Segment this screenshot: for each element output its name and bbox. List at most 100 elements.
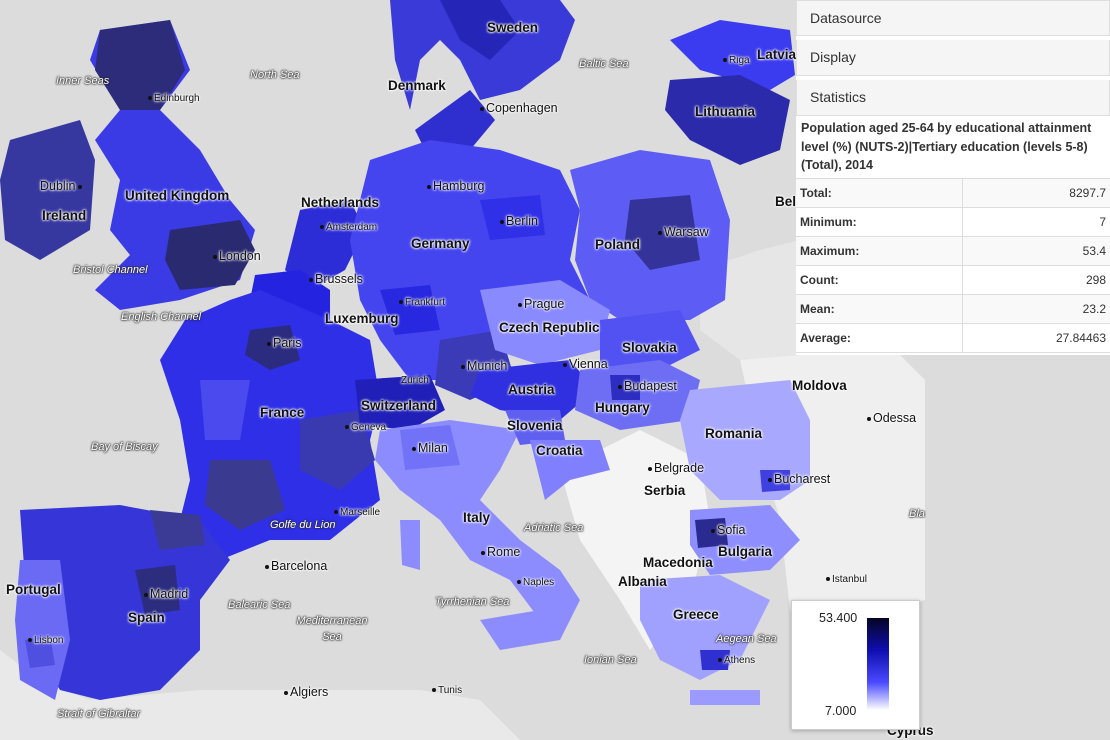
region-croatia <box>530 440 610 500</box>
region-portugal <box>15 560 70 700</box>
sea-golfe-du-lion: Golfe du Lion <box>270 519 336 531</box>
label-hungary: Hungary <box>595 400 650 415</box>
region-centre <box>200 380 250 440</box>
label-slovenia: Slovenia <box>507 418 563 433</box>
label-latvia: Latvia <box>757 47 797 62</box>
region-greece <box>640 575 770 680</box>
region-midi-pyrenees <box>205 460 285 530</box>
region-slovenia <box>505 410 565 445</box>
region-spain <box>20 505 230 700</box>
region-austria <box>470 360 595 420</box>
region-yugozapaden <box>695 518 728 548</box>
city-berlin: Berlin <box>500 215 538 228</box>
stat-row-minimum: Minimum: 7 <box>796 207 1110 237</box>
region-rhone-alpes <box>300 410 375 490</box>
label-czech-republic: Czech Republic <box>499 320 600 335</box>
label-lithuania: Lithuania <box>695 104 755 119</box>
label-sweden: Sweden <box>487 20 539 35</box>
region-switzerland <box>355 375 445 430</box>
label-denmark: Denmark <box>388 78 446 93</box>
statistics-title: Population aged 25-64 by educational att… <box>796 116 1110 179</box>
region-czechia <box>480 280 610 365</box>
city-warsaw: Warsaw <box>658 226 709 239</box>
city-lisbon: Lisbon <box>28 636 63 646</box>
sea-bay-of-biscay: Bay of Biscay <box>91 441 158 453</box>
sea-adriatic-sea: Adriatic Sea <box>524 522 584 534</box>
city-algiers: Algiers <box>284 686 328 699</box>
city-madrid: Madrid <box>144 588 188 601</box>
city-vienna: Vienna <box>563 358 608 371</box>
city-paris: Paris <box>267 337 301 350</box>
region-netherlands <box>285 200 365 290</box>
sea-ionian-sea: Ionian Sea <box>584 654 637 666</box>
accordion-datasource[interactable]: Datasource <box>796 0 1110 36</box>
stat-value: 53.4 <box>962 236 1110 266</box>
region-sicily <box>480 610 560 650</box>
region-slovakia <box>600 310 700 375</box>
city-odessa: Odessa <box>867 412 916 425</box>
stat-label: Maximum: <box>796 236 963 266</box>
region-lisbon <box>25 635 55 668</box>
city-milan: Milan <box>412 442 448 455</box>
region-budapest <box>610 375 640 400</box>
stat-row-total: Total: 8297.7 <box>796 178 1110 208</box>
region-madrid <box>135 565 180 615</box>
city-hamburg: Hamburg <box>427 180 484 193</box>
stat-value: 298 <box>962 265 1110 295</box>
label-greece: Greece <box>673 607 719 622</box>
legend-min-value: 7.000 <box>825 704 857 718</box>
legend-gradient-bar <box>867 618 889 710</box>
stat-label: Mean: <box>796 294 963 324</box>
city-naples: Naples <box>517 578 554 588</box>
sea-strait-of-gibraltar: Strait of Gibraltar <box>57 708 141 720</box>
sea-english-channel: English Channel <box>121 311 202 323</box>
stat-label: Minimum: <box>796 207 963 237</box>
city-copenhagen: Copenhagen <box>480 102 558 115</box>
label-bulgaria: Bulgaria <box>718 544 773 559</box>
region-attiki <box>700 650 730 670</box>
label-belarus-partial: Bel <box>775 194 797 209</box>
city-sofia: Sofia <box>711 524 746 537</box>
city-geneva: Geneva <box>345 423 386 433</box>
label-macedonia: Macedonia <box>643 555 713 570</box>
label-france: France <box>260 405 305 420</box>
city-zurich: Zurich <box>401 375 429 386</box>
city-rome: Rome <box>481 546 520 559</box>
region-latvia <box>670 20 795 90</box>
label-serbia: Serbia <box>644 483 686 498</box>
label-poland: Poland <box>595 237 641 252</box>
city-budapest: Budapest <box>618 380 677 393</box>
region-london <box>165 220 255 290</box>
city-munich: Munich <box>461 360 507 373</box>
region-crete <box>690 690 760 705</box>
stat-label: Count: <box>796 265 963 295</box>
statistics-table: Total: 8297.7 Minimum: 7 Maximum: 53.4 Coun… <box>796 178 1110 353</box>
stat-row-average: Average: 27.84463 <box>796 323 1110 353</box>
stat-value: 7 <box>962 207 1110 237</box>
sea-aegean-sea: Aegean Sea <box>716 633 777 645</box>
sea-tyrrhenian-sea: Tyrrhenian Sea <box>435 596 510 608</box>
region-ireland <box>0 120 95 260</box>
city-riga: Riga <box>723 56 750 66</box>
region-pais-vasco <box>150 510 205 550</box>
accordion-statistics[interactable]: Statistics <box>796 80 1110 116</box>
region-bucuresti <box>760 470 790 492</box>
sea-north-sea: North Sea <box>250 69 300 81</box>
sea-inner-seas: Inner Seas <box>56 75 110 87</box>
city-edinburgh: Edinburgh <box>148 94 200 104</box>
legend-max-value: 53.400 <box>819 611 858 625</box>
region-mazowieckie <box>625 195 700 270</box>
label-slovakia: Slovakia <box>622 340 677 355</box>
side-panel: Datasource Display Statistics Population… <box>796 0 1110 355</box>
city-athens: Athens <box>718 656 755 666</box>
sea-baltic-sea: Baltic Sea <box>579 58 629 70</box>
region-ile-de-france <box>245 325 300 370</box>
stat-value: 8297.7 <box>962 178 1110 208</box>
label-romania: Romania <box>705 426 763 441</box>
city-tunis: Tunis <box>432 686 462 696</box>
city-marseille: Marseille <box>334 508 380 518</box>
accordion-display[interactable]: Display <box>796 40 1110 76</box>
city-barcelona: Barcelona <box>265 560 327 573</box>
city-prague: Prague <box>518 298 564 311</box>
region-sweden-stockholm <box>440 0 520 60</box>
